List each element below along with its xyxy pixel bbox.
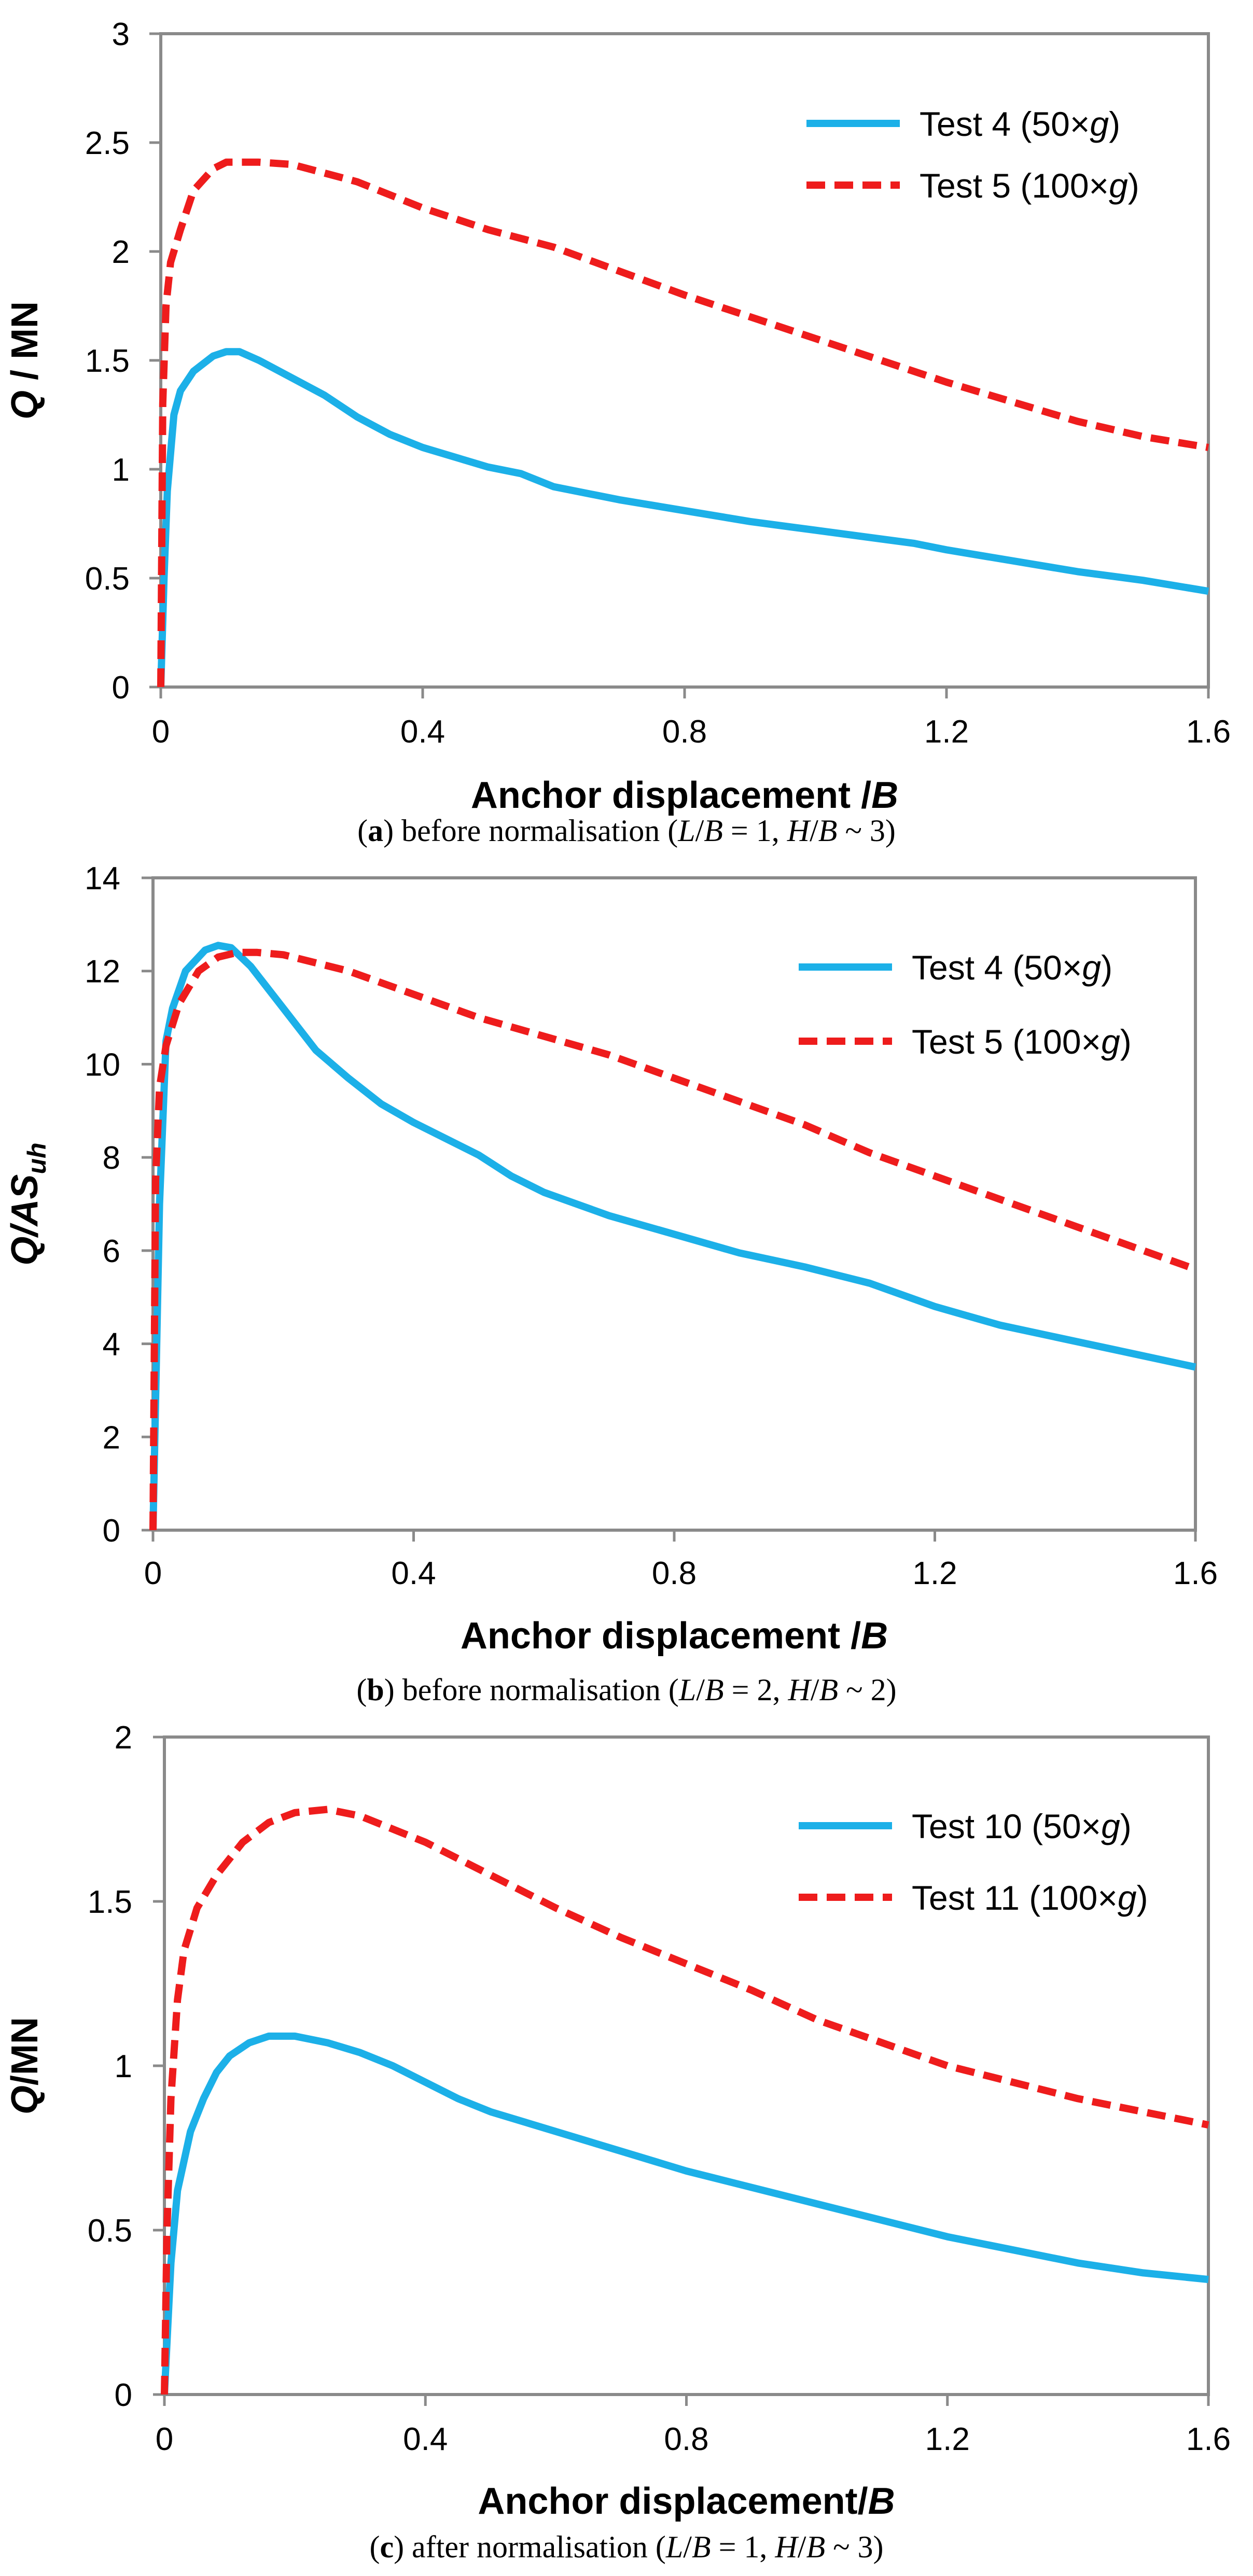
caption-a: (a) before normalisation (L/B = 1, H/B ~… xyxy=(357,814,896,848)
y-tick-label: 0.5 xyxy=(85,561,130,597)
legend-label-close: ) xyxy=(1120,1807,1132,1845)
x-tick-label: 1.2 xyxy=(912,1556,957,1591)
legend-label-close: ) xyxy=(1128,166,1139,205)
legend-label-text: Test 4 (50× xyxy=(912,948,1082,987)
y-tick-label: 12 xyxy=(85,954,120,990)
y-axis-label-text: / MN xyxy=(4,301,46,390)
series-line-1 xyxy=(161,2032,1209,2395)
legend-label-var: g xyxy=(1101,1023,1120,1061)
x-tick-label: 0.4 xyxy=(391,1556,436,1591)
y-tick-label: 6 xyxy=(103,1234,120,1269)
x-axis-label-var: B xyxy=(861,1615,888,1657)
y-tick-label: 0 xyxy=(112,670,130,706)
legend-label-2: Test 5 (100×g) xyxy=(912,1023,1132,1061)
y-tick-label: 14 xyxy=(85,861,120,897)
y-tick-label: 2 xyxy=(103,1420,120,1455)
y-tick-label: 1 xyxy=(115,2049,132,2084)
y-tick-label: 0 xyxy=(103,1513,120,1549)
legend-label-1: Test 4 (50×g) xyxy=(920,105,1120,143)
y-axis-label: Q/MN xyxy=(4,2017,46,2115)
x-tick-label: 0 xyxy=(152,714,170,750)
x-axis-label-text: Anchor displacement / xyxy=(461,1615,861,1657)
y-tick-label: 0.5 xyxy=(88,2213,132,2249)
x-tick-label: 1.6 xyxy=(1186,2421,1231,2457)
x-tick-label: 1.6 xyxy=(1186,714,1231,750)
legend-label-text: Test 5 (100× xyxy=(920,166,1109,205)
legend-label-var: g xyxy=(1082,948,1101,987)
y-axis-label-var: Q xyxy=(4,390,46,419)
legend-label-close: ) xyxy=(1101,948,1112,987)
legend-label-close: ) xyxy=(1137,1879,1148,1917)
y-tick-label: 2.5 xyxy=(85,125,130,161)
x-tick-label: 1.6 xyxy=(1173,1556,1218,1591)
caption-b: (b) before normalisation (L/B = 2, H/B ~… xyxy=(356,1673,897,1707)
y-axis-label: Q / MN xyxy=(4,301,46,419)
y-tick-label: 8 xyxy=(103,1140,120,1176)
y-tick-label: 0 xyxy=(115,2377,132,2413)
y-axis-label-var: Q xyxy=(4,2085,46,2115)
legend-label-2: Test 11 (100×g) xyxy=(912,1879,1148,1917)
x-axis-label-text: Anchor displacement / xyxy=(471,775,871,816)
y-tick-label: 10 xyxy=(85,1047,120,1083)
legend-label-var: g xyxy=(1118,1879,1137,1917)
series-line-1 xyxy=(149,942,1196,1531)
x-axis-label-var: B xyxy=(868,2481,895,2522)
y-tick-label: 3 xyxy=(112,17,130,52)
legend-label-close: ) xyxy=(1120,1023,1132,1061)
legend-label-var: g xyxy=(1090,105,1109,143)
chart-a-group: 0 0.5 1 1.5 2 2.5 3 0 0.4 0.8 1.2 1.6 Anchor displac… xyxy=(4,17,1231,816)
series-line-1 xyxy=(157,348,1209,688)
legend-label-2: Test 5 (100×g) xyxy=(920,166,1139,205)
x-axis-label: Anchor displacement /B xyxy=(461,1615,888,1657)
x-tick-label: 0.4 xyxy=(400,714,445,750)
y-axis-label-text: /AS xyxy=(4,1174,46,1238)
legend-label-text: Test 5 (100× xyxy=(912,1023,1101,1061)
x-tick-label: 0.8 xyxy=(664,2421,708,2457)
y-tick-label: 1 xyxy=(112,452,130,488)
chart-b-group: 0 2 4 6 8 10 12 14 0 0.4 0.8 1.2 1.6 Anchor displacem… xyxy=(4,861,1218,1657)
x-axis-label: Anchor displacement/B xyxy=(478,2481,895,2522)
x-axis-label-var: B xyxy=(871,775,898,816)
legend-label-1: Test 4 (50×g) xyxy=(912,948,1112,987)
series-line-2 xyxy=(161,1805,1209,2395)
x-tick-label: 0 xyxy=(144,1556,162,1591)
y-tick-label: 1.5 xyxy=(85,343,130,379)
y-axis-label: Q/ASuh xyxy=(4,1142,51,1265)
x-axis-label-text: Anchor displacement/ xyxy=(478,2481,868,2522)
x-tick-label: 1.2 xyxy=(925,2421,970,2457)
y-axis-label-text: /MN xyxy=(4,2017,46,2085)
x-tick-label: 0.4 xyxy=(403,2421,448,2457)
series-line-2 xyxy=(149,948,1197,1531)
y-tick-label: 2 xyxy=(112,234,130,270)
x-tick-label: 0.8 xyxy=(652,1556,697,1591)
legend-label-text: Test 4 (50× xyxy=(920,105,1090,143)
x-tick-label: 1.2 xyxy=(924,714,969,750)
x-tick-label: 0 xyxy=(156,2421,173,2457)
chart-c-group: 0 0.5 1 1.5 2 0 0.4 0.8 1.2 1.6 Anchor displacemen… xyxy=(4,1720,1231,2522)
legend-label-text: Test 10 (50× xyxy=(912,1807,1101,1845)
y-axis-label-var: Q xyxy=(4,1237,46,1266)
legend-label-close: ) xyxy=(1109,105,1120,143)
legend-label-var: g xyxy=(1109,166,1128,205)
y-tick-label: 4 xyxy=(103,1327,120,1363)
y-tick-label: 1.5 xyxy=(88,1884,132,1920)
x-tick-label: 0.8 xyxy=(662,714,707,750)
legend-label-var: g xyxy=(1101,1807,1120,1845)
x-axis-label: Anchor displacement /B xyxy=(471,775,898,816)
series-line-2 xyxy=(157,158,1209,688)
legend-label-text: Test 11 (100× xyxy=(912,1879,1118,1917)
caption-c: (c) after normalisation (L/B = 1, H/B ~ … xyxy=(369,2530,884,2564)
y-tick-label: 2 xyxy=(115,1720,132,1756)
legend-label-1: Test 10 (50×g) xyxy=(912,1807,1132,1845)
y-axis-label-subscript: uh xyxy=(22,1142,51,1174)
